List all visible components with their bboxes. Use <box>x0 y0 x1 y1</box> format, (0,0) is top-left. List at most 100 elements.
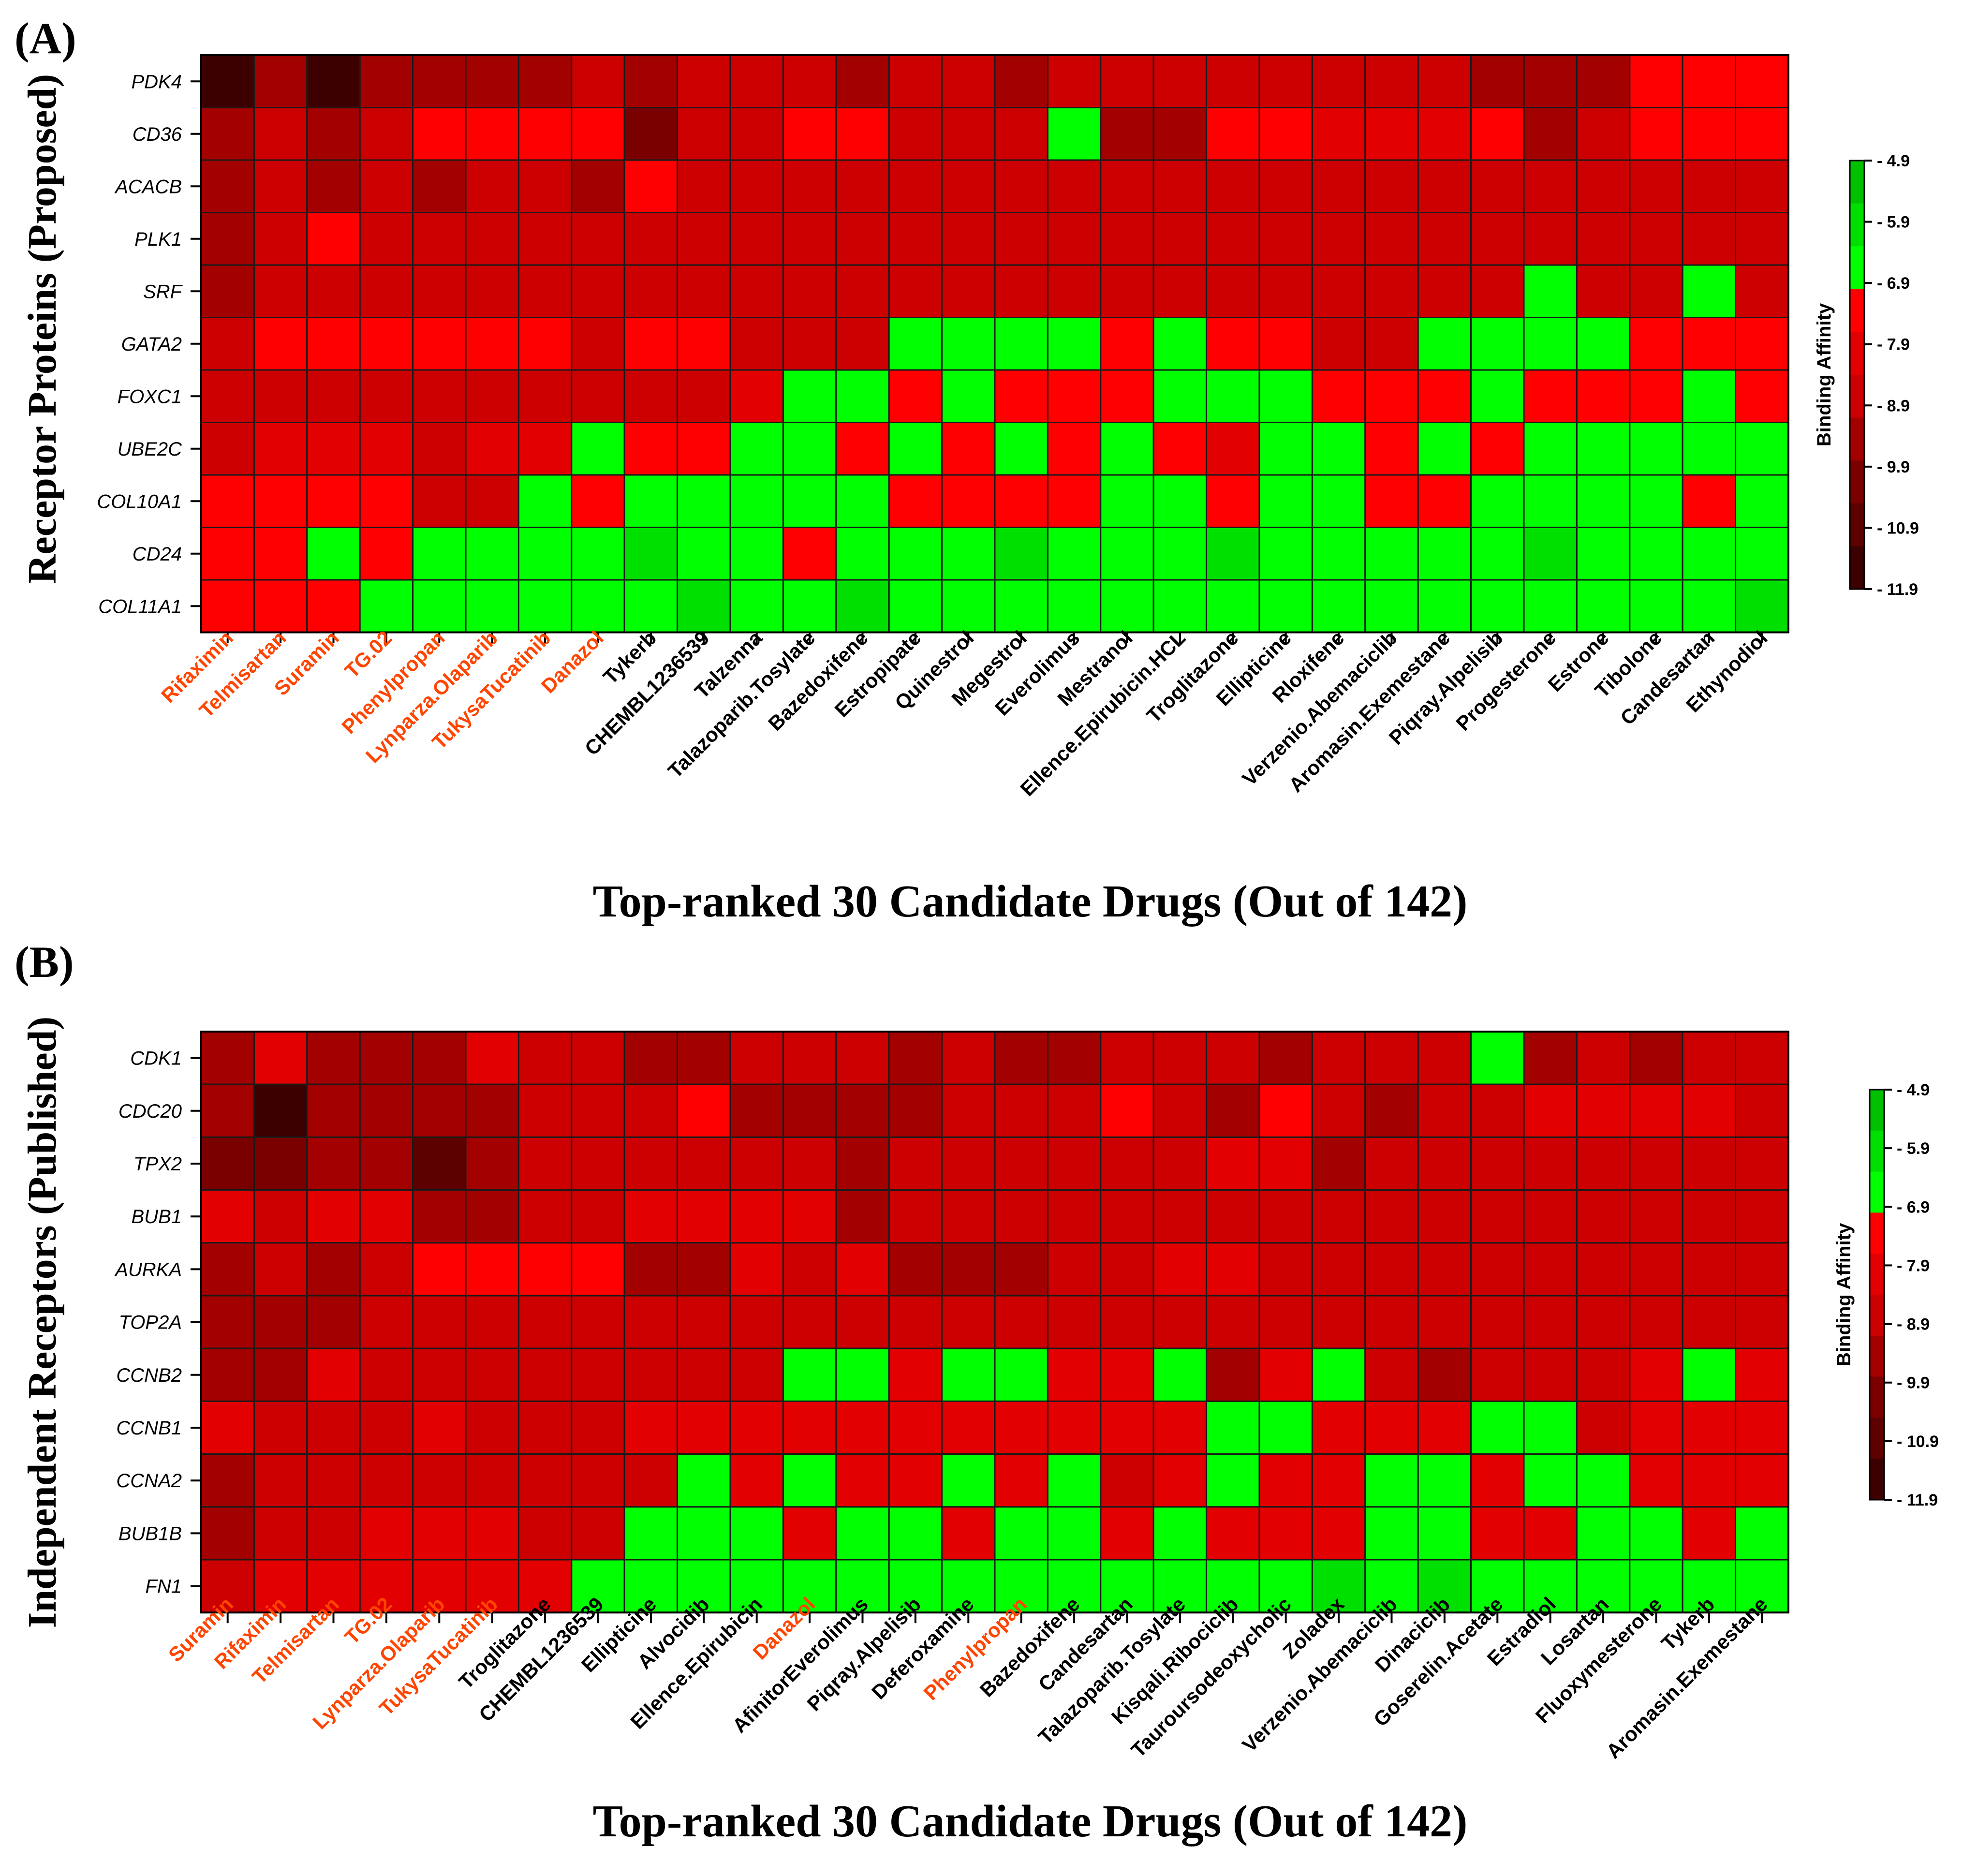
heatmap-cell <box>200 212 255 266</box>
heatmap-cell <box>1576 1506 1631 1561</box>
legend-swatch <box>1850 246 1864 290</box>
heatmap-cell <box>729 579 784 633</box>
heatmap-cell <box>1100 107 1154 161</box>
heatmap-cell <box>253 1031 308 1085</box>
heatmap-cell <box>782 1136 837 1191</box>
legend-swatch <box>1870 1090 1884 1131</box>
heatmap-cell <box>1047 474 1102 528</box>
heatmap-cell <box>1417 1400 1472 1455</box>
heatmap-cell <box>1311 1400 1366 1455</box>
heatmap-cell <box>200 422 255 476</box>
heatmap-cell <box>1311 1347 1366 1402</box>
col-label: Troglitazone <box>1142 626 1243 727</box>
heatmap-cell <box>1364 212 1419 266</box>
row-label: CCNA2 <box>116 1470 182 1492</box>
heatmap-cell <box>200 1136 255 1191</box>
heatmap-cell <box>412 369 467 423</box>
heatmap-cell <box>1047 1559 1102 1613</box>
heatmap-cell <box>306 1242 361 1297</box>
heatmap-cell <box>253 1506 308 1561</box>
heatmap-cell <box>253 1453 308 1508</box>
legend-tick-label: - 11.9 <box>1877 580 1918 599</box>
heatmap-cell <box>1417 369 1472 423</box>
heatmap-cell <box>306 1083 361 1138</box>
heatmap-cell <box>1629 264 1683 318</box>
heatmap-cell <box>1100 212 1154 266</box>
legend-swatch <box>1870 1212 1884 1254</box>
heatmap-cell <box>1523 1031 1578 1085</box>
heatmap-cell <box>1152 1031 1208 1085</box>
heatmap-cell <box>1100 1347 1154 1402</box>
heatmap-cell <box>1682 1559 1737 1613</box>
heatmap-cell <box>517 474 573 528</box>
heatmap-cell <box>623 422 679 476</box>
heatmap-cell <box>1311 1453 1366 1508</box>
heatmap-cell <box>1470 1295 1525 1349</box>
legend-tick-label: - 9.9 <box>1897 1374 1930 1392</box>
legend-swatch <box>1870 1418 1884 1459</box>
heatmap-cell <box>412 1453 467 1508</box>
heatmap-cell <box>1629 159 1683 213</box>
heatmap-cell <box>1364 1083 1419 1138</box>
heatmap-cell <box>941 317 996 371</box>
heatmap-cell <box>359 107 414 161</box>
heatmap-cell <box>888 1347 943 1402</box>
heatmap-cell <box>1576 474 1631 528</box>
heatmap-cell <box>1523 579 1578 633</box>
heatmap-cell <box>1152 1295 1208 1349</box>
heatmap-cell <box>1152 527 1208 581</box>
heatmap-cell <box>1100 527 1154 581</box>
heatmap-cell <box>517 1453 573 1508</box>
heatmap-cell <box>253 579 308 633</box>
heatmap-cell <box>1047 317 1102 371</box>
heatmap-cell <box>1047 159 1102 213</box>
heatmap-cell <box>994 579 1048 633</box>
heatmap-cell <box>1100 1400 1154 1455</box>
heatmap-cell <box>729 369 784 423</box>
legend-swatch <box>1870 1376 1884 1418</box>
heatmap-cell <box>359 1189 414 1244</box>
legend-tick-label: - 4.9 <box>1877 152 1910 170</box>
heatmap-cell <box>994 1031 1048 1085</box>
heatmap-cell <box>1735 1136 1789 1191</box>
heatmap-cell <box>1682 1453 1737 1508</box>
heatmap-cell <box>306 212 361 266</box>
heatmap-cell <box>1100 1136 1154 1191</box>
heatmap-cell <box>1311 1295 1366 1349</box>
heatmap-cell <box>200 1347 255 1402</box>
heatmap-cell <box>465 422 519 476</box>
heatmap-cell <box>1152 474 1208 528</box>
heatmap-cell <box>1258 579 1313 633</box>
heatmap-cell <box>1470 317 1525 371</box>
heatmap-cell <box>1523 1347 1578 1402</box>
heatmap-cell <box>1047 1506 1102 1561</box>
heatmap-cell <box>1311 1083 1366 1138</box>
heatmap-cell <box>517 369 573 423</box>
heatmap-cell <box>1682 264 1737 318</box>
heatmap-cell <box>1100 264 1154 318</box>
heatmap-cell <box>1152 54 1208 108</box>
heatmap-cell <box>1206 1347 1260 1402</box>
heatmap-cell <box>835 1242 890 1297</box>
heatmap-cell <box>1523 1136 1578 1191</box>
heatmap-cell <box>782 474 837 528</box>
heatmap-cell <box>1206 1189 1260 1244</box>
heatmap-cell <box>1735 474 1789 528</box>
heatmap-cell <box>941 422 996 476</box>
heatmap-cell <box>1206 1453 1260 1508</box>
heatmap-cell <box>888 1453 943 1508</box>
heatmap-cell <box>1258 1083 1313 1138</box>
heatmap-cell <box>888 1189 943 1244</box>
heatmap-cell <box>1152 369 1208 423</box>
heatmap-cell <box>1364 474 1419 528</box>
legend-tick-label: - 6.9 <box>1897 1198 1930 1216</box>
heatmap-cell <box>1735 107 1789 161</box>
heatmap-cell <box>1311 264 1366 318</box>
heatmap-cell <box>1206 54 1260 108</box>
heatmap-cell <box>888 1242 943 1297</box>
heatmap-cell <box>306 159 361 213</box>
heatmap-cell <box>1258 1136 1313 1191</box>
heatmap-cell <box>1311 1031 1366 1085</box>
row-label: COL10A1 <box>97 491 182 512</box>
heatmap-cell <box>1417 474 1472 528</box>
